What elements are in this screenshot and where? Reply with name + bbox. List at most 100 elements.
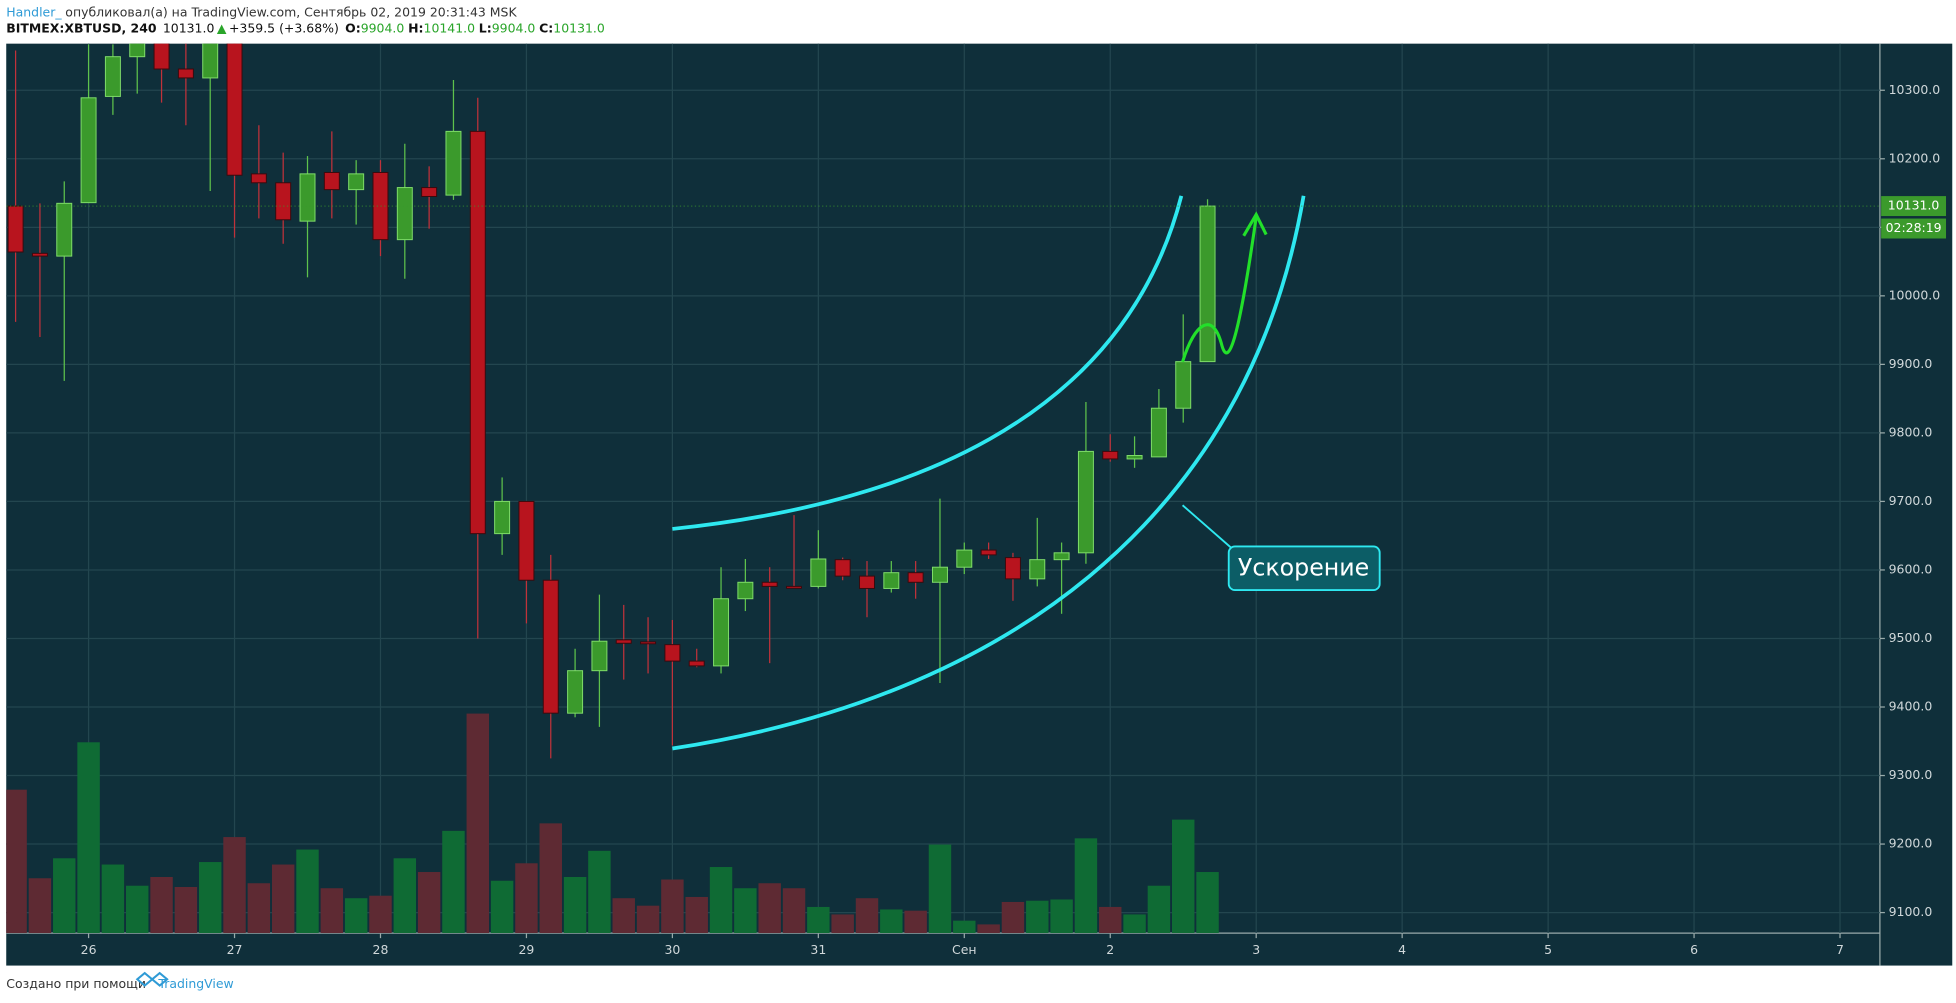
drawings: Ускорение — [672, 195, 1381, 751]
candle-body — [688, 660, 705, 667]
x-tick-label: 6 — [1690, 942, 1698, 957]
published: опубликовал(а) на TradingView.com, Сентя… — [65, 4, 517, 19]
candle-body — [177, 68, 194, 79]
candle-body — [1150, 407, 1167, 458]
candle-body — [591, 640, 608, 672]
volume-bar — [53, 858, 76, 934]
ohlc-value: 9904.0 — [492, 20, 536, 35]
volume-bar — [320, 888, 344, 934]
candle-body — [1126, 455, 1143, 460]
volume-bar — [709, 867, 733, 934]
volume-bar — [636, 905, 660, 934]
candle-body — [761, 581, 778, 587]
x-tick-label: 29 — [518, 942, 534, 957]
candle-body — [31, 252, 48, 257]
author: Handler_ — [6, 4, 62, 19]
volume-bar — [953, 920, 976, 934]
arrow-path — [1181, 216, 1258, 363]
candle-body — [494, 500, 511, 535]
candle-body — [1175, 361, 1192, 409]
candle-body — [348, 173, 365, 191]
volume-bar — [1196, 872, 1219, 934]
x-tick-label: Сен — [952, 942, 977, 957]
candle-body — [518, 500, 535, 581]
symbol: BITMEX:XBTUSD, 240 — [6, 20, 157, 35]
candle-body — [1029, 559, 1046, 580]
last: 10131.0 — [163, 20, 215, 35]
arrow-head — [1242, 211, 1268, 237]
volume-bar — [1026, 900, 1049, 934]
candle-body — [664, 644, 681, 662]
volume-bar — [1147, 885, 1171, 934]
ohlc-key: O: — [345, 20, 361, 35]
volume-bar — [807, 906, 830, 934]
x-tick-label: 26 — [81, 942, 97, 957]
candle-body — [56, 202, 73, 257]
ohlc-value: 10131.0 — [553, 20, 605, 35]
candle-body — [323, 171, 340, 191]
x-tick-label: 31 — [810, 942, 826, 957]
candle-body — [7, 205, 24, 253]
candle-body — [931, 566, 948, 583]
ohlc-value: 10141.0 — [424, 20, 476, 35]
volume-bar — [661, 879, 684, 934]
x-tick-label: 3 — [1252, 942, 1260, 957]
volume-bar — [831, 914, 854, 934]
candle-body — [834, 559, 851, 577]
candle-body — [1199, 205, 1216, 363]
volume-bar — [490, 880, 514, 934]
candle-body — [445, 130, 462, 196]
y-tick-label: 9900.0 — [1889, 356, 1933, 371]
volume-bar — [174, 886, 198, 934]
volume-bar — [223, 837, 246, 934]
volume-bar — [77, 742, 100, 934]
symbol-line: BITMEX:XBTUSD, 240 10131.0 ▲ +359.5 (+3.68%… — [6, 20, 605, 35]
ohlc-key: C: — [539, 20, 553, 35]
candle-body — [907, 572, 924, 583]
volume-bar — [563, 877, 587, 934]
y-tick-label: 9500.0 — [1889, 630, 1933, 645]
y-tick-label: 9100.0 — [1889, 904, 1933, 919]
volume-bar — [442, 830, 465, 934]
y-tick-label: 9300.0 — [1889, 767, 1933, 782]
volume-bar — [782, 888, 806, 934]
volume-bar — [685, 896, 708, 934]
volume-bar — [612, 898, 635, 934]
change: +359.5 (+3.68%) — [229, 20, 339, 35]
volume-bar — [515, 863, 538, 934]
candle-body — [1102, 450, 1119, 460]
volume-bar — [198, 862, 222, 934]
y-tick-label: 9600.0 — [1889, 561, 1933, 576]
volume-bar — [1171, 819, 1195, 934]
candle-body — [859, 575, 875, 589]
lower-curve — [672, 195, 1306, 751]
candle-body — [250, 173, 267, 184]
x-tick-label: 4 — [1398, 942, 1406, 957]
volume-bar — [904, 910, 927, 934]
volume-bar — [417, 872, 441, 934]
upper-curve — [672, 195, 1184, 531]
candle-body — [786, 585, 803, 589]
volume-bar — [758, 883, 781, 934]
candle-body — [275, 182, 292, 221]
candle-body — [737, 581, 754, 600]
volume-bar — [855, 898, 879, 934]
volume-bar — [1123, 914, 1146, 934]
x-tick-label: 7 — [1836, 942, 1844, 957]
countdown: 02:28:19 — [1886, 220, 1942, 235]
candle-body — [80, 97, 97, 204]
candle-body — [713, 598, 730, 667]
candle-body — [421, 187, 438, 197]
countdown-box — [1881, 218, 1947, 239]
candle-body — [1053, 552, 1070, 561]
x-tick-label: 27 — [227, 942, 243, 957]
volume-bar — [101, 864, 125, 934]
volume-bar — [928, 844, 952, 934]
candle-body — [980, 549, 997, 556]
volume-bar — [247, 883, 271, 934]
callout-text: Ускорение — [1238, 553, 1369, 581]
volume-bar — [393, 858, 417, 934]
candle-body — [1077, 450, 1094, 554]
